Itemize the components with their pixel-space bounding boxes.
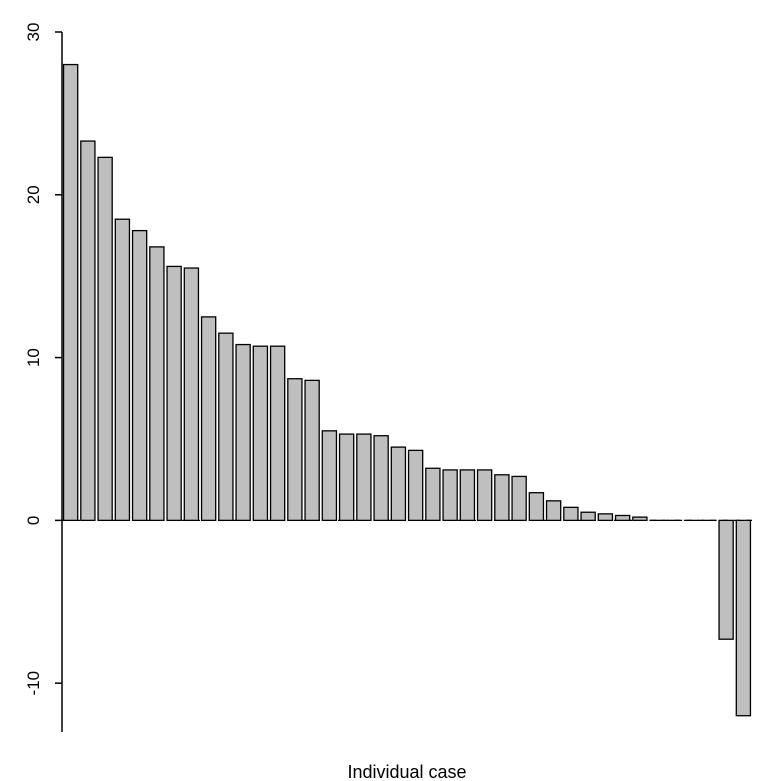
- bar: [133, 231, 147, 521]
- bar: [495, 475, 509, 521]
- bars-group: [64, 65, 751, 716]
- bar: [598, 514, 612, 521]
- bar: [719, 520, 733, 639]
- bar: [184, 268, 198, 520]
- y-tick-label: 10: [24, 348, 43, 367]
- bar: [271, 346, 285, 520]
- bar: [409, 450, 423, 520]
- bar: [374, 436, 388, 521]
- bar: [547, 501, 561, 521]
- bar: [167, 266, 181, 520]
- bar: [340, 434, 354, 520]
- bar: [633, 517, 647, 520]
- bar: [288, 379, 302, 521]
- x-axis-label: Individual case: [347, 762, 466, 781]
- chart-container: -10 0 10 20 30 Individual case: [0, 0, 774, 781]
- bar: [150, 247, 164, 520]
- bar: [219, 333, 233, 520]
- bar: [322, 431, 336, 521]
- bar: [512, 476, 526, 520]
- bar: [202, 317, 216, 520]
- bar: [529, 493, 543, 521]
- bar: [115, 219, 129, 520]
- bar: [391, 447, 405, 520]
- bar: [736, 520, 750, 715]
- bar: [478, 470, 492, 520]
- bar: [98, 157, 112, 520]
- bar: [616, 515, 630, 520]
- bar: [357, 434, 371, 520]
- bar: [443, 470, 457, 520]
- bar: [581, 512, 595, 520]
- bar: [460, 470, 474, 520]
- y-tick-label: -10: [24, 671, 43, 696]
- bar: [236, 345, 250, 521]
- y-tick-label: 0: [24, 516, 43, 525]
- y-tick-label: 30: [24, 23, 43, 42]
- bar-chart: -10 0 10 20 30 Individual case: [0, 0, 774, 781]
- bar: [305, 380, 319, 520]
- bar: [64, 65, 78, 521]
- bar: [426, 468, 440, 520]
- bar: [564, 507, 578, 520]
- y-tick-label: 20: [24, 185, 43, 204]
- bar: [253, 346, 267, 520]
- bar: [81, 141, 95, 520]
